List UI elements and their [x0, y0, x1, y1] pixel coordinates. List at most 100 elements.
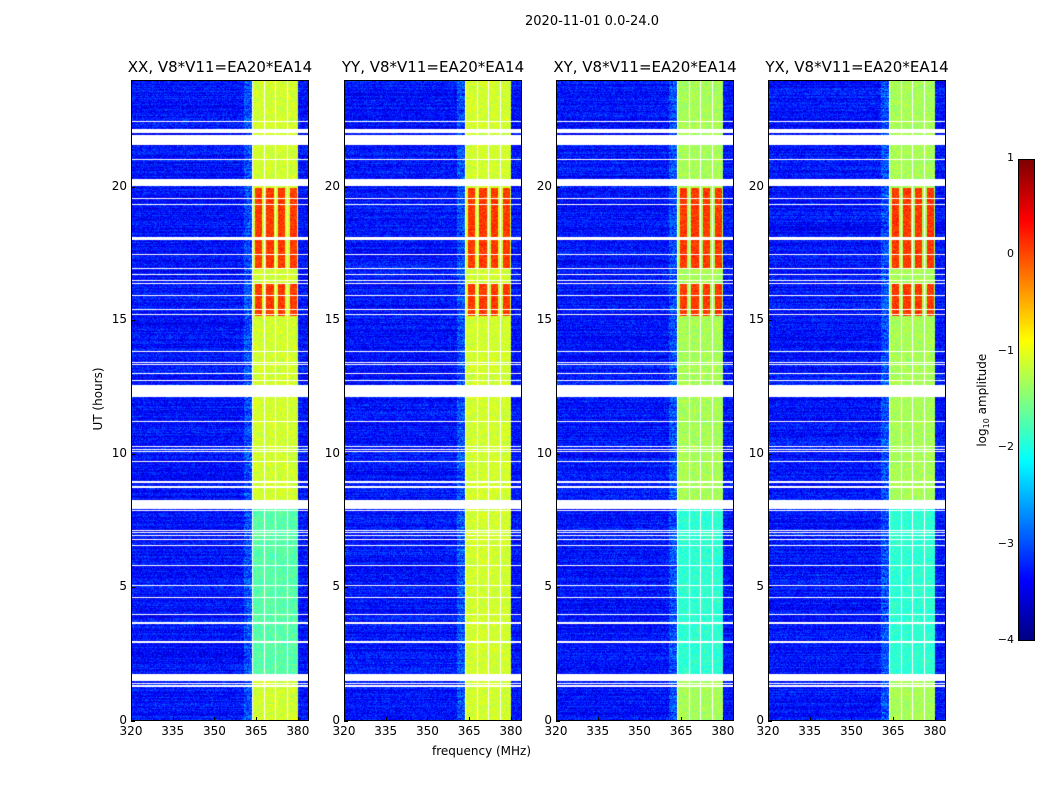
x-tick-label: 320 [332, 724, 356, 738]
x-tick-label: 380 [499, 724, 523, 738]
y-tick [768, 587, 772, 589]
spectrogram-panel [768, 80, 946, 721]
y-tick-label: 15 [324, 312, 340, 327]
spectrogram-panel [556, 80, 734, 721]
y-tick-label: 0 [332, 713, 340, 727]
x-tick-label: 365 [881, 724, 905, 738]
x-tick [510, 717, 512, 721]
y-tick-label: 5 [332, 579, 340, 594]
y-tick [131, 320, 135, 322]
y-tick-label: 10 [111, 445, 127, 460]
x-tick [639, 717, 641, 721]
x-tick [893, 717, 895, 721]
x-tick-label: 350 [627, 724, 651, 738]
x-tick [597, 717, 599, 721]
x-tick [297, 717, 299, 721]
y-tick-label: 20 [111, 178, 127, 193]
y-tick [768, 320, 772, 322]
y-tick-label: 0 [756, 713, 764, 727]
x-tick [385, 717, 387, 721]
x-tick-label: 320 [756, 724, 780, 738]
x-tick-label: 365 [457, 724, 481, 738]
x-tick-label: 350 [415, 724, 439, 738]
x-tick [934, 717, 936, 721]
x-tick [556, 717, 557, 721]
x-tick-label: 365 [669, 724, 693, 738]
figure-title: 2020-11-01 0.0-24.0 [525, 14, 659, 29]
x-tick-label: 350 [839, 724, 863, 738]
x-tick [469, 717, 471, 721]
spectrogram-panel [131, 80, 309, 721]
x-tick-label: 335 [161, 724, 185, 738]
y-tick-label: 20 [324, 178, 340, 193]
x-tick-label: 380 [923, 724, 947, 738]
panel-title: YY, V8*V11=EA20*EA14 [341, 58, 525, 76]
y-tick [768, 721, 772, 722]
y-tick-label: 15 [748, 312, 764, 327]
colorbar-tick-label: −1 [997, 343, 1014, 357]
y-tick-label: 5 [756, 579, 764, 594]
y-tick [131, 186, 135, 188]
y-tick [768, 186, 772, 188]
panel-title: XX, V8*V11=EA20*EA14 [127, 58, 313, 76]
y-tick-label: 15 [111, 312, 127, 327]
x-tick [131, 717, 132, 721]
y-tick [556, 320, 560, 322]
y-tick-label: 15 [536, 312, 552, 327]
x-tick [809, 717, 811, 721]
y-tick [556, 721, 560, 722]
y-tick-label: 5 [544, 579, 552, 594]
y-tick [131, 587, 135, 589]
y-tick-label: 5 [119, 579, 127, 594]
y-tick-label: 10 [536, 445, 552, 460]
y-tick [344, 453, 348, 455]
x-tick-label: 380 [286, 724, 310, 738]
y-tick-label: 10 [748, 445, 764, 460]
colorbar-tick-label: −4 [997, 633, 1014, 646]
y-tick [556, 453, 560, 455]
y-tick [768, 453, 772, 455]
x-tick-label: 335 [586, 724, 610, 738]
x-tick-label: 320 [544, 724, 568, 738]
y-tick [556, 587, 560, 589]
x-tick [722, 717, 724, 721]
panel-title: YX, V8*V11=EA20*EA14 [765, 58, 949, 76]
spectrogram-panel [344, 80, 522, 721]
x-tick-label: 335 [374, 724, 398, 738]
x-axis-label: frequency (MHz) [432, 744, 532, 758]
y-tick [344, 721, 348, 722]
x-tick-label: 350 [202, 724, 226, 738]
y-tick-label: 20 [536, 178, 552, 193]
x-tick [256, 717, 258, 721]
colorbar-label: log10 amplitude [974, 353, 992, 447]
x-tick-label: 320 [119, 724, 143, 738]
y-tick [131, 721, 135, 722]
x-tick [344, 717, 345, 721]
x-tick-label: 365 [244, 724, 268, 738]
y-tick-label: 10 [324, 445, 340, 460]
colorbar-tick-label: −2 [997, 440, 1014, 454]
x-tick [681, 717, 683, 721]
x-tick-label: 335 [798, 724, 822, 738]
y-tick [344, 587, 348, 589]
y-axis-label: UT (hours) [91, 367, 105, 431]
x-tick [851, 717, 853, 721]
x-tick [172, 717, 174, 721]
y-tick [344, 186, 348, 188]
colorbar-tick-label: −3 [997, 536, 1014, 550]
y-tick-label: 0 [119, 713, 127, 727]
y-tick [344, 320, 348, 322]
colorbar-tick-label: 1 [1007, 151, 1014, 164]
y-tick-label: 20 [748, 178, 764, 193]
x-tick-label: 380 [711, 724, 735, 738]
y-tick [556, 186, 560, 188]
x-tick [214, 717, 216, 721]
y-tick-label: 0 [544, 713, 552, 727]
colorbar-tick-label: 0 [1007, 247, 1014, 261]
x-tick [768, 717, 769, 721]
panel-title: XY, V8*V11=EA20*EA14 [553, 58, 737, 76]
x-tick [427, 717, 429, 721]
colorbar [1018, 159, 1035, 641]
y-tick [131, 453, 135, 455]
